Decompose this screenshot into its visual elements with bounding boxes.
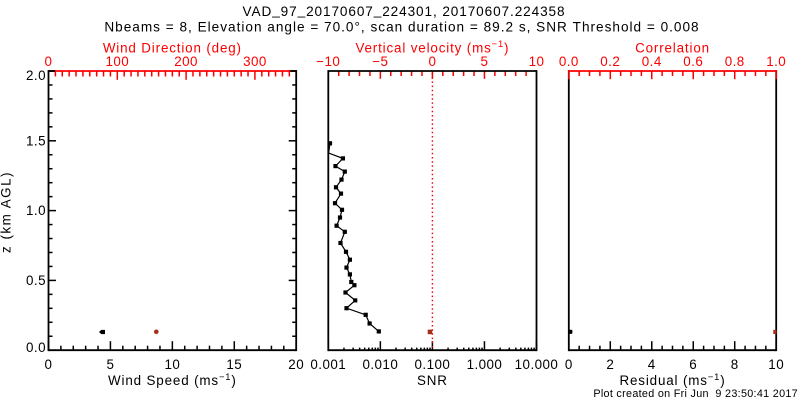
svg-text:−5: −5 <box>372 54 388 69</box>
svg-text:2.0: 2.0 <box>26 68 46 83</box>
svg-text:Wind Speed (ms−1): Wind Speed (ms−1) <box>108 371 237 388</box>
svg-text:5: 5 <box>480 54 488 69</box>
svg-text:Nbeams = 8, Elevation angle =: Nbeams = 8, Elevation angle = 70.0°, sca… <box>104 20 699 35</box>
svg-text:1.5: 1.5 <box>26 133 46 148</box>
svg-text:−10: −10 <box>316 54 340 69</box>
svg-text:0.0: 0.0 <box>559 54 579 69</box>
svg-text:0.8: 0.8 <box>725 54 745 69</box>
svg-text:Plot created on Fri Jun 9 23:: Plot created on Fri Jun 9 23:50:41 2017 <box>593 388 798 400</box>
svg-text:Correlation: Correlation <box>635 40 710 55</box>
svg-text:300: 300 <box>243 54 267 69</box>
svg-text:0.5: 0.5 <box>26 273 46 288</box>
svg-text:100: 100 <box>105 54 129 69</box>
svg-text:1.0: 1.0 <box>766 54 786 69</box>
svg-text:0.6: 0.6 <box>683 54 703 69</box>
svg-text:20: 20 <box>288 357 304 372</box>
svg-text:1.000: 1.000 <box>467 357 503 372</box>
svg-text:10: 10 <box>529 54 545 69</box>
svg-text:VAD_​97_​20170607_​224301, 201: VAD_​97_​20170607_​224301, 20170607.2243… <box>243 2 566 19</box>
svg-text:2: 2 <box>606 357 614 372</box>
svg-text:0.2: 0.2 <box>600 54 620 69</box>
svg-text:z (km AGL): z (km AGL) <box>0 171 13 253</box>
svg-text:0: 0 <box>45 357 53 372</box>
svg-text:Wind Direction (deg): Wind Direction (deg) <box>103 40 242 55</box>
svg-text:8: 8 <box>731 357 739 372</box>
svg-text:0.0: 0.0 <box>26 340 46 355</box>
svg-text:4: 4 <box>648 357 656 372</box>
svg-text:SNR: SNR <box>417 373 448 388</box>
svg-text:6: 6 <box>689 357 697 372</box>
svg-text:0.100: 0.100 <box>415 357 451 372</box>
svg-text:10: 10 <box>768 357 784 372</box>
svg-text:10: 10 <box>164 357 180 372</box>
svg-text:0.010: 0.010 <box>362 357 398 372</box>
svg-text:Vertical velocity (ms−1): Vertical velocity (ms−1) <box>355 38 509 55</box>
svg-text:5: 5 <box>106 357 114 372</box>
svg-text:15: 15 <box>226 357 242 372</box>
svg-text:0: 0 <box>428 54 436 69</box>
svg-text:200: 200 <box>174 54 198 69</box>
svg-text:Residual (ms−1): Residual (ms−1) <box>619 371 725 388</box>
svg-text:0.001: 0.001 <box>310 357 346 372</box>
svg-text:10.000: 10.000 <box>515 357 559 372</box>
svg-text:1.0: 1.0 <box>26 203 46 218</box>
svg-text:0.4: 0.4 <box>642 54 662 69</box>
svg-text:0: 0 <box>45 54 53 69</box>
svg-text:0: 0 <box>565 357 573 372</box>
